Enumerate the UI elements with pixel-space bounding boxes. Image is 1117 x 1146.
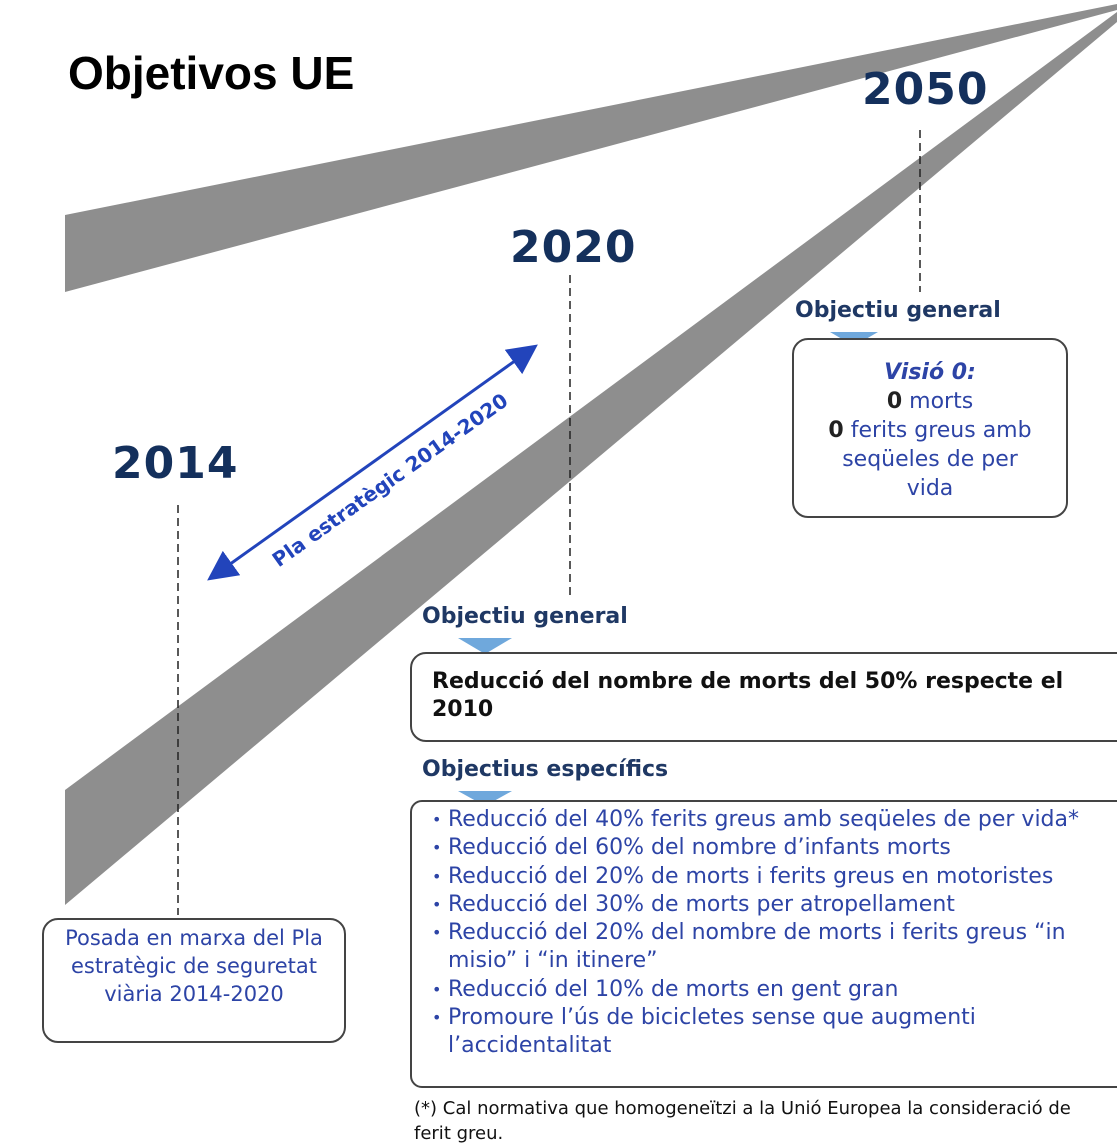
year: 2050	[862, 64, 989, 115]
year: 2020	[510, 222, 637, 273]
specific-item: Reducció del 30% de morts per atropellam…	[428, 891, 1117, 920]
vision-item: 0 ferits greus amb seqüeles de per vida	[794, 416, 1066, 503]
pointer	[458, 791, 512, 806]
bold-number: 0	[828, 418, 844, 443]
text: ferits greus amb seqüeles de per vida	[842, 418, 1032, 501]
specific-item: Reducció del 40% ferits greus amb seqüel…	[428, 806, 1117, 835]
vision-item: 0 morts	[794, 387, 1066, 416]
specific-item: Reducció del 60% del nombre d’infants mo…	[428, 834, 1117, 863]
specific-item: Reducció del 20% del nombre de morts i f…	[428, 919, 1117, 976]
heading: Objectiu general	[795, 298, 1001, 323]
footnote: (*) Cal normativa que homogeneïtzi a la …	[414, 1098, 1071, 1144]
start-box: Posada en marxa del Pla estratègic de se…	[42, 918, 346, 1043]
wedge	[65, 12, 1117, 905]
specific-item: Reducció del 20% de morts i ferits greus…	[428, 863, 1117, 892]
wedge	[65, 4, 1117, 292]
goal-box: Reducció del nombre de morts del 50% res…	[410, 652, 1117, 742]
year: 2014	[112, 438, 239, 489]
arrow	[207, 344, 538, 581]
specific-list: Reducció del 40% ferits greus amb seqüel…	[428, 806, 1117, 1061]
specific-box: Reducció del 40% ferits greus amb seqüel…	[410, 800, 1117, 1088]
text: morts	[909, 389, 974, 414]
heading: Objectiu general	[422, 604, 628, 629]
specific-item: Promoure l’ús de bicicletes sense que au…	[428, 1004, 1117, 1061]
vision-box: Visió 0: 0 morts 0 ferits greus amb seqü…	[792, 338, 1068, 518]
pointer	[458, 638, 512, 654]
specific-item: Reducció del 10% de morts en gent gran	[428, 976, 1117, 1005]
heading: Objectius específics	[422, 757, 669, 782]
title: Objetivos UE	[68, 47, 355, 99]
bold-number: 0	[886, 389, 903, 414]
vision-title: Visió 0:	[884, 360, 976, 385]
